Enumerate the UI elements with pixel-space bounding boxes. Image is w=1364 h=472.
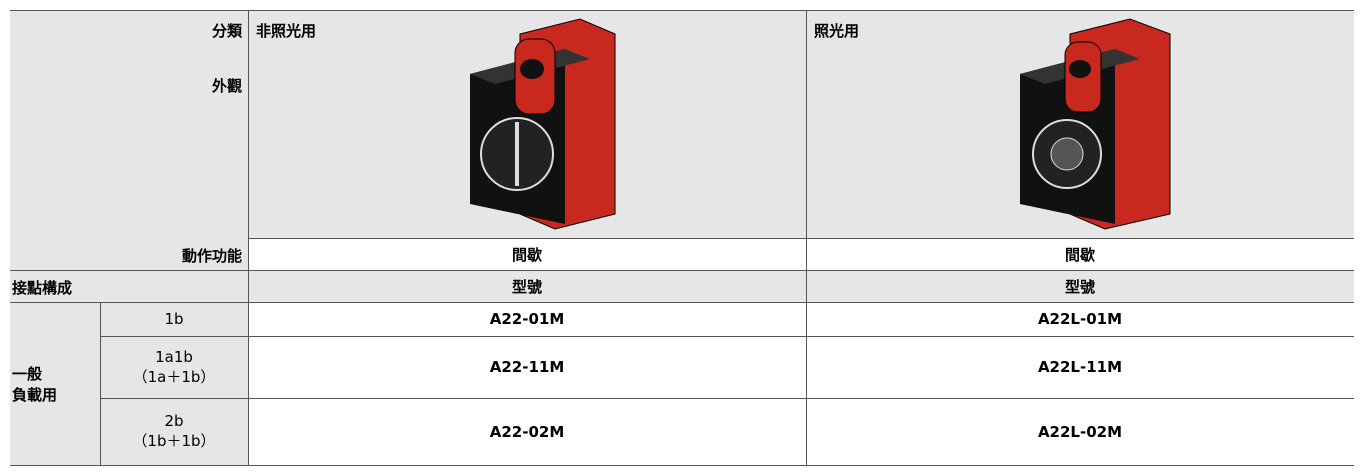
contact-bg: [10, 302, 248, 465]
rule: [10, 465, 1354, 466]
contact-note: （1b＋1b）: [132, 432, 216, 450]
model: A22-02M: [489, 422, 565, 441]
contact-cell: 1b: [100, 302, 248, 336]
rule: [100, 398, 1354, 399]
function: 間歇: [511, 245, 542, 264]
model: A22L-02M: [1037, 422, 1123, 441]
function-label: 動作功能: [181, 246, 242, 265]
load-group: 一般 負載用: [12, 302, 98, 465]
contact: 2b: [164, 412, 184, 430]
contact-note: （1a＋1b）: [132, 367, 216, 386]
contact: 1a1b: [155, 347, 193, 366]
contact-cell: 2b （1b＋1b）: [100, 398, 248, 465]
rule: [10, 302, 1354, 303]
rule: [248, 238, 1354, 239]
rule: [100, 336, 1354, 337]
model-header: 型號: [1064, 277, 1095, 296]
contact: 1b: [164, 310, 184, 328]
model-header: 型號: [511, 277, 542, 296]
model: A22L-11M: [1037, 358, 1123, 376]
appearance-label: 外觀: [211, 76, 242, 95]
model: A22-01M: [489, 310, 565, 328]
category: 照光用: [814, 21, 860, 40]
group-line: 負載用: [12, 385, 58, 404]
group-line: 一般: [12, 364, 43, 383]
product-image: [470, 18, 616, 230]
model: A22-11M: [489, 358, 565, 376]
contact-cell: 1a1b （1a＋1b）: [100, 336, 248, 398]
function: 間歇: [1064, 245, 1095, 264]
contact-label: 接點構成: [12, 278, 73, 297]
rule: [806, 10, 807, 465]
rule: [10, 270, 1354, 271]
category-label: 分類: [211, 21, 242, 40]
rule: [10, 10, 1354, 11]
model-header-bg: [248, 270, 1354, 302]
product-image: [1020, 18, 1171, 230]
category: 非照光用: [256, 21, 317, 40]
rule: [100, 302, 101, 465]
model: A22L-01M: [1037, 310, 1123, 328]
rule: [248, 10, 249, 465]
